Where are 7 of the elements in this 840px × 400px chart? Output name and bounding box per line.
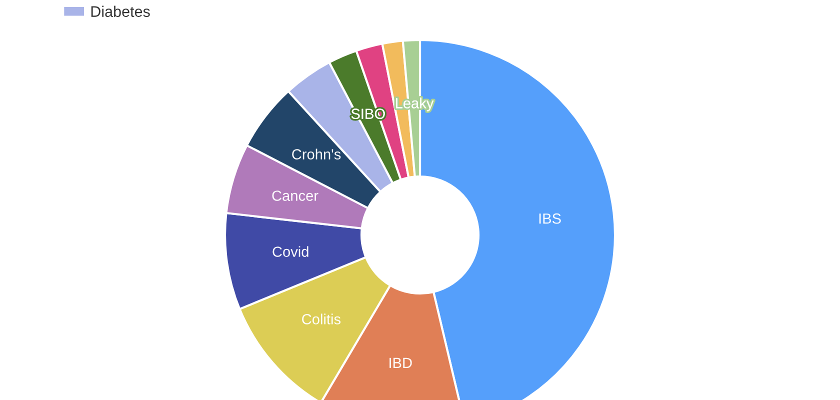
slice-label: Covid (272, 246, 308, 257)
legend-label: Diabetes (91, 6, 150, 17)
slice-label: IBD (390, 358, 412, 368)
slice-label: Crohn's (292, 148, 341, 160)
slice-label: Cancer (272, 190, 318, 201)
slice-label: IBS (539, 213, 561, 224)
slice-label: Colitis (302, 314, 341, 324)
